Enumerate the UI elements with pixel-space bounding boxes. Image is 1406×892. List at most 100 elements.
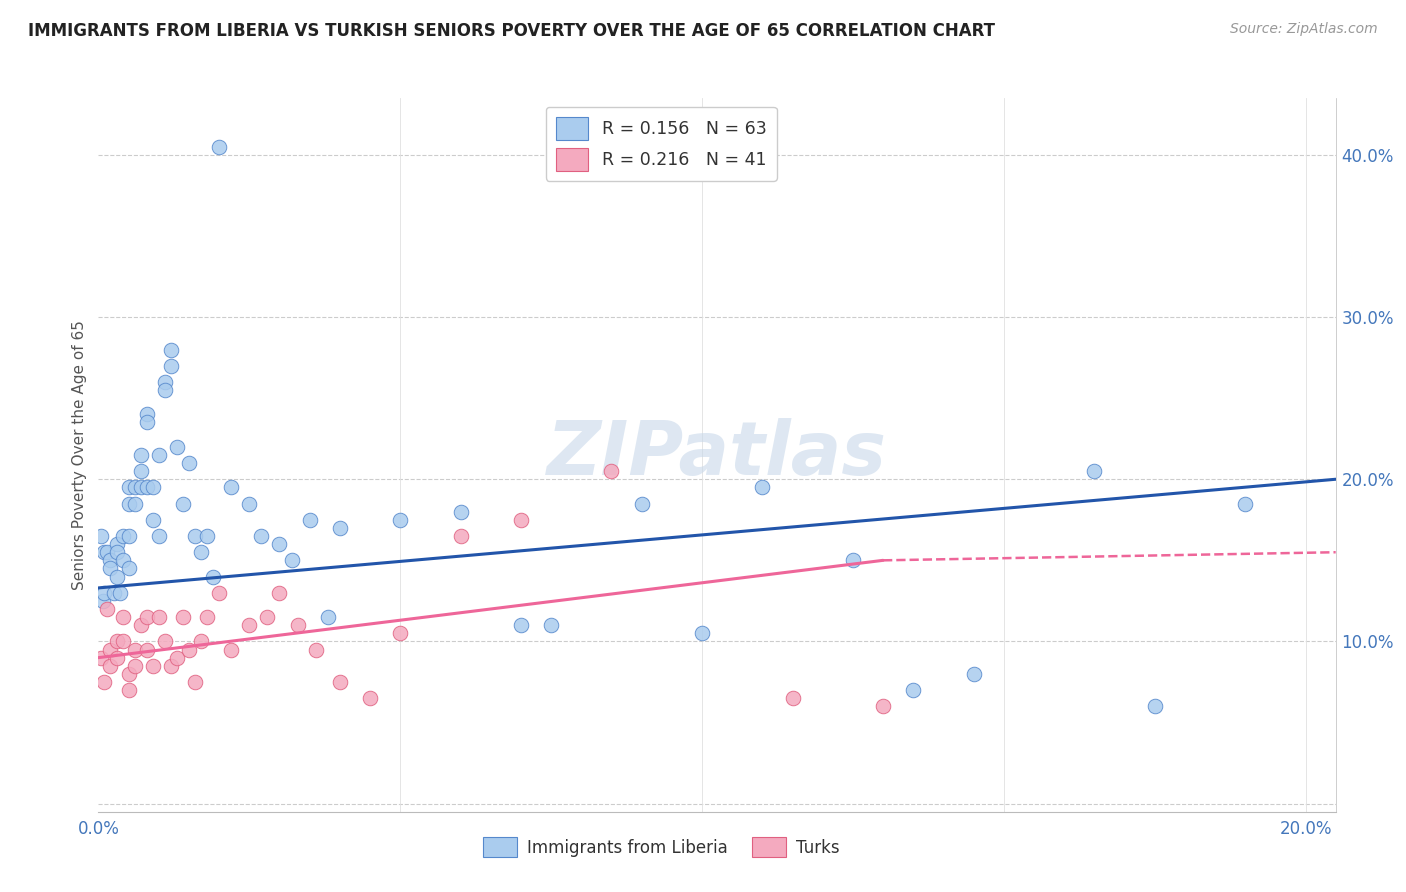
Point	[219, 642, 242, 657]
Point	[160, 343, 183, 357]
Point	[1143, 699, 1166, 714]
Point	[160, 359, 183, 373]
Point	[117, 497, 139, 511]
Point	[93, 545, 115, 559]
Point	[105, 650, 128, 665]
Point	[111, 610, 134, 624]
Point	[117, 683, 139, 698]
Point	[124, 480, 146, 494]
Point	[105, 569, 128, 583]
Point	[903, 683, 925, 698]
Point	[287, 618, 309, 632]
Point	[148, 610, 170, 624]
Point	[108, 586, 131, 600]
Point	[135, 480, 157, 494]
Point	[111, 634, 134, 648]
Point	[1083, 464, 1105, 478]
Point	[195, 610, 218, 624]
Point	[100, 658, 122, 673]
Point	[129, 480, 152, 494]
Point	[100, 561, 122, 575]
Point	[96, 545, 118, 559]
Point	[195, 529, 218, 543]
Point	[690, 626, 713, 640]
Point	[90, 529, 112, 543]
Point	[100, 553, 122, 567]
Point	[135, 416, 157, 430]
Point	[219, 480, 242, 494]
Point	[269, 537, 291, 551]
Point	[93, 586, 115, 600]
Point	[298, 513, 321, 527]
Point	[600, 464, 623, 478]
Point	[90, 650, 112, 665]
Point	[100, 642, 122, 657]
Point	[135, 408, 157, 422]
Legend: Immigrants from Liberia, Turks: Immigrants from Liberia, Turks	[477, 830, 846, 864]
Point	[153, 383, 176, 397]
Point	[782, 691, 804, 706]
Point	[96, 602, 118, 616]
Point	[117, 529, 139, 543]
Point	[105, 545, 128, 559]
Point	[450, 505, 472, 519]
Point	[190, 545, 212, 559]
Point	[153, 634, 176, 648]
Point	[135, 642, 157, 657]
Point	[166, 440, 188, 454]
Point	[872, 699, 894, 714]
Point	[329, 521, 352, 535]
Point	[190, 634, 212, 648]
Point	[142, 513, 165, 527]
Point	[93, 675, 115, 690]
Point	[842, 553, 865, 567]
Point	[184, 529, 207, 543]
Point	[172, 497, 194, 511]
Point	[111, 553, 134, 567]
Text: ZIPatlas: ZIPatlas	[547, 418, 887, 491]
Point	[172, 610, 194, 624]
Point	[305, 642, 328, 657]
Point	[751, 480, 773, 494]
Point	[450, 529, 472, 543]
Point	[238, 497, 260, 511]
Text: IMMIGRANTS FROM LIBERIA VS TURKISH SENIORS POVERTY OVER THE AGE OF 65 CORRELATIO: IMMIGRANTS FROM LIBERIA VS TURKISH SENIO…	[28, 22, 995, 40]
Point	[91, 594, 114, 608]
Point	[148, 448, 170, 462]
Point	[111, 529, 134, 543]
Point	[359, 691, 381, 706]
Point	[124, 497, 146, 511]
Point	[142, 480, 165, 494]
Point	[103, 586, 125, 600]
Point	[250, 529, 273, 543]
Point	[509, 618, 531, 632]
Point	[184, 675, 207, 690]
Point	[280, 553, 302, 567]
Point	[509, 513, 531, 527]
Point	[124, 658, 146, 673]
Point	[962, 666, 984, 681]
Point	[202, 569, 225, 583]
Point	[124, 642, 146, 657]
Point	[389, 626, 412, 640]
Point	[269, 586, 291, 600]
Point	[153, 375, 176, 389]
Point	[129, 464, 152, 478]
Text: Source: ZipAtlas.com: Source: ZipAtlas.com	[1230, 22, 1378, 37]
Point	[148, 529, 170, 543]
Point	[238, 618, 260, 632]
Point	[630, 497, 652, 511]
Point	[389, 513, 412, 527]
Point	[166, 650, 188, 665]
Point	[160, 658, 183, 673]
Point	[329, 675, 352, 690]
Point	[117, 666, 139, 681]
Point	[129, 448, 152, 462]
Point	[1234, 497, 1257, 511]
Point	[129, 618, 152, 632]
Y-axis label: Seniors Poverty Over the Age of 65: Seniors Poverty Over the Age of 65	[72, 320, 87, 590]
Point	[208, 586, 231, 600]
Point	[135, 610, 157, 624]
Point	[177, 642, 200, 657]
Point	[177, 456, 200, 470]
